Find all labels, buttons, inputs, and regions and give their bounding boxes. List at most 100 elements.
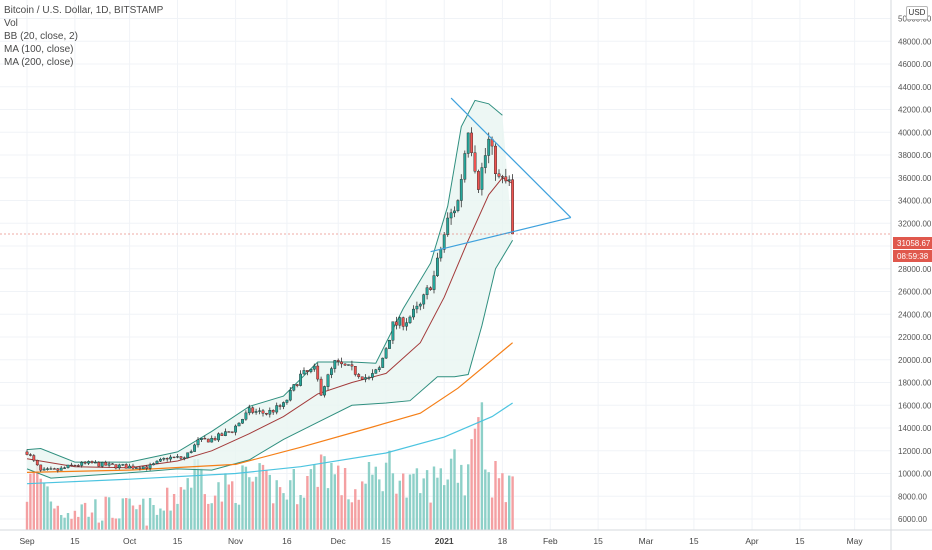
candle — [381, 357, 385, 368]
candle — [97, 461, 101, 467]
candle — [199, 438, 203, 442]
volume-bar — [135, 509, 138, 530]
candle-body — [217, 433, 220, 441]
volume-bar — [159, 508, 162, 530]
volume-bar — [111, 517, 114, 530]
trendlines[interactable] — [0, 97, 891, 253]
candle-body — [134, 467, 138, 469]
candle — [56, 468, 60, 473]
candle — [367, 375, 371, 381]
candle-body — [340, 361, 343, 365]
candle — [336, 358, 340, 366]
legend-ma200[interactable]: MA (200, close) — [4, 57, 74, 68]
legend-vol[interactable]: Vol — [4, 18, 18, 29]
candle — [374, 368, 378, 374]
candle-body — [381, 357, 385, 368]
candle — [497, 169, 501, 179]
candle — [220, 432, 224, 436]
candle-body — [357, 374, 361, 377]
candle-body — [470, 132, 473, 153]
y-tick-label: 36000.00 — [898, 174, 932, 183]
candle-body — [360, 376, 364, 380]
volume-bar — [42, 482, 46, 530]
volume-bar — [145, 525, 148, 530]
volume-bar — [402, 473, 405, 530]
volume-bar — [265, 469, 268, 530]
volume-bar — [412, 473, 415, 530]
y-tick-label: 20000.00 — [898, 356, 932, 365]
volume-bar — [446, 479, 449, 530]
volume-bars — [25, 402, 514, 530]
candle-body — [145, 466, 149, 469]
volume-bar — [241, 465, 244, 530]
legend-bb[interactable]: BB (20, close, 2) — [4, 31, 78, 42]
volume-bar — [378, 479, 381, 530]
candle-body — [422, 294, 426, 305]
volume-bar — [90, 512, 94, 530]
volume-bar — [193, 459, 196, 530]
candle — [223, 428, 227, 437]
candle — [442, 232, 446, 253]
currency-button[interactable]: USD — [906, 6, 928, 20]
candle-body — [128, 465, 131, 469]
volume-bar — [118, 518, 121, 530]
candle-body — [203, 438, 207, 440]
x-tick-label: Oct — [123, 536, 137, 546]
candle — [312, 363, 316, 372]
candle-body — [371, 373, 374, 378]
candle — [343, 363, 347, 366]
candle-body — [401, 317, 405, 327]
volume-bar — [460, 464, 463, 530]
legend-ma100[interactable]: MA (100, close) — [4, 44, 74, 55]
candle — [357, 373, 361, 379]
volume-bar — [357, 499, 360, 530]
candle-body — [326, 374, 330, 387]
volume-bar — [333, 474, 336, 530]
volume-bar — [337, 465, 340, 530]
candle-body — [384, 348, 388, 359]
volume-bar — [470, 439, 473, 530]
volume-bar — [190, 487, 193, 530]
candle-body — [193, 444, 196, 452]
y-tick-label: 14000.00 — [898, 424, 932, 433]
candle — [347, 364, 350, 366]
volume-bar — [176, 503, 179, 530]
candle — [333, 360, 337, 373]
candle-body — [179, 456, 183, 459]
candle — [350, 360, 354, 371]
volume-bar — [104, 496, 107, 530]
candle — [73, 464, 77, 467]
volume-bar — [97, 522, 100, 530]
x-tick-label: 15 — [795, 536, 805, 546]
candle — [53, 467, 56, 470]
volume-bar — [347, 499, 350, 530]
candle-body — [480, 167, 484, 190]
candle-body — [367, 377, 371, 379]
candle — [391, 321, 395, 344]
candle-body — [353, 366, 357, 375]
candle — [83, 461, 87, 465]
volume-bar — [107, 497, 111, 530]
volume-bar — [391, 473, 395, 530]
candle-body — [459, 179, 463, 201]
x-tick-label: 18 — [498, 536, 508, 546]
candle — [494, 143, 497, 181]
candle — [107, 461, 111, 468]
candle-body — [111, 463, 114, 465]
volume-bar — [367, 462, 371, 530]
candle — [93, 460, 97, 464]
candle-body — [456, 200, 460, 212]
candle — [104, 460, 108, 466]
candle — [87, 460, 91, 465]
candle-body — [162, 458, 166, 460]
y-tick-label: 12000.00 — [898, 447, 932, 456]
candle-body — [292, 384, 296, 391]
candle — [432, 270, 436, 294]
candle — [134, 467, 138, 469]
candle — [449, 208, 453, 225]
volume-bar — [138, 504, 142, 530]
candle-body — [176, 456, 179, 458]
candle-body — [131, 465, 135, 469]
volume-bar — [183, 489, 186, 530]
